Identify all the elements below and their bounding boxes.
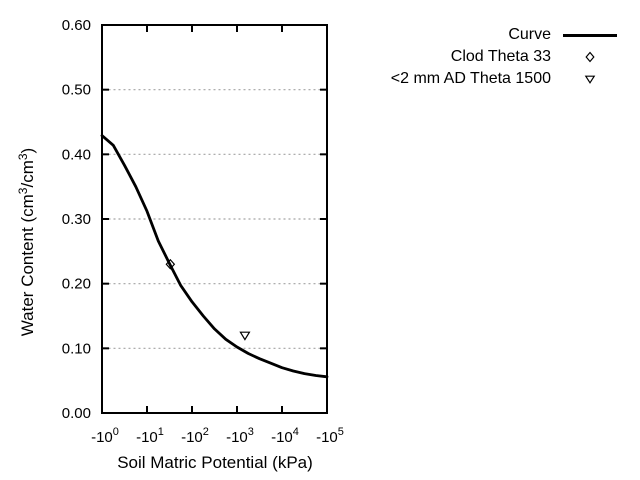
x-tick-label: -100 [91, 426, 119, 446]
legend-key-ad-theta-1500 [563, 73, 617, 85]
y-tick-label: 0.00 [62, 405, 91, 422]
legend-key-clod-theta-33 [563, 51, 617, 63]
marker-ad-theta-1500 [239, 331, 251, 341]
y-tick-label: 0.20 [62, 276, 91, 293]
x-tick-label: -103 [226, 426, 254, 446]
x-tick-label: -101 [136, 426, 164, 446]
diamond-marker-icon [585, 51, 595, 63]
legend-key-curve [563, 33, 617, 37]
y-axis-title-text: /cm [18, 160, 37, 188]
curve-line [100, 134, 329, 379]
y-tick-label: 0.40 [62, 146, 91, 163]
y-axis-title-superscript: 3 [16, 153, 30, 161]
y-tick-label: 0.50 [62, 82, 91, 99]
x-tick-label: -105 [316, 426, 344, 446]
legend: Curve Clod Theta 33 <2 mm AD Theta 1500 [391, 24, 617, 90]
legend-label-clod-theta-33: Clod Theta 33 [450, 48, 551, 65]
legend-entry-clod-theta-33: Clod Theta 33 [391, 46, 617, 68]
y-axis-title-text: ) [18, 147, 37, 154]
x-axis-title: Soil Matric Potential (kPa) [117, 453, 313, 472]
triangle-down-marker-icon [584, 75, 596, 84]
y-tick-label: 0.30 [62, 211, 91, 228]
y-tick-label: 0.60 [62, 17, 91, 34]
legend-label-ad-theta-1500: <2 mm AD Theta 1500 [390, 70, 551, 87]
y-axis-title: Water Content (cm3/cm3) [16, 148, 38, 336]
legend-entry-curve: Curve [391, 24, 617, 46]
legend-entry-ad-theta-1500: <2 mm AD Theta 1500 [391, 68, 617, 90]
legend-label-curve: Curve [508, 26, 551, 43]
x-tick-label: -104 [271, 426, 299, 446]
y-axis-title-superscript: 3 [16, 187, 30, 195]
line-sample-icon [563, 33, 617, 37]
y-tick-label: 0.10 [62, 340, 91, 357]
x-tick-label: -102 [181, 426, 209, 446]
y-axis-title-text: Water Content (cm [18, 194, 37, 337]
marker-clod-theta-33 [165, 258, 176, 270]
